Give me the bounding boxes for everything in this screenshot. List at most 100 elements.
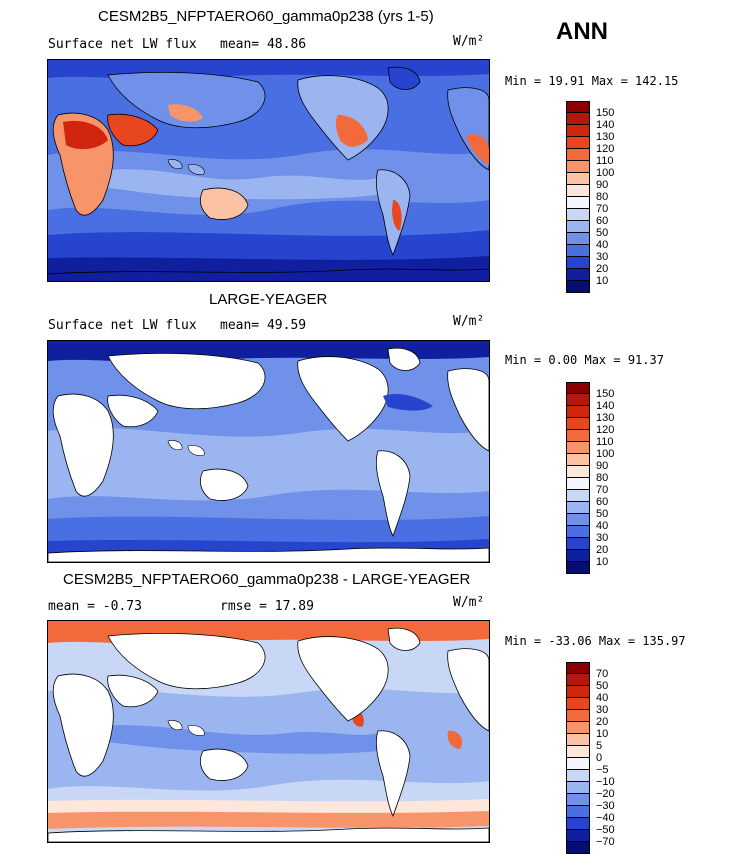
colorbar-swatch [566,746,590,758]
colorbar-swatch [566,442,590,454]
colorbar-swatch [566,490,590,502]
colorbar-swatch [566,113,590,125]
colorbar-tick-label: 110 [596,155,614,167]
colorbar-swatch [566,734,590,746]
panel2-title: LARGE-YEAGER [209,291,328,308]
colorbar-tick-label: −20 [596,788,615,800]
colorbar-swatch [566,161,590,173]
colorbar-swatch [566,830,590,842]
colorbar-swatch [566,269,590,281]
colorbar-swatch [566,185,590,197]
colorbar-swatch [566,722,590,734]
colorbar-swatch [566,550,590,562]
colorbar-tick-label: 50 [596,227,609,239]
colorbar-swatch [566,770,590,782]
colorbar-tick-label: −40 [596,812,615,824]
colorbar-tick-label: 10 [596,275,609,287]
panel2-minmax: Min = 0.00 Max = 91.37 [505,353,664,367]
colorbar-tick-label: 40 [596,692,609,704]
panel2-variable-label: Surface net LW flux [48,318,197,333]
panel3-mean-text: mean = [48,599,103,614]
colorbar-swatch [566,406,590,418]
colorbar-swatch [566,209,590,221]
panel1-mean-label: mean= 48.86 [220,37,306,52]
panel1-mean-value: 48.86 [266,37,307,52]
panel3-title: CESM2B5_NFPTAERO60_gamma0p238 - LARGE-YE… [63,571,471,588]
colorbar-tick-label: 20 [596,544,609,556]
colorbar-swatch [566,698,590,710]
colorbar-swatch [566,662,590,674]
panel1-units: W/m² [453,34,485,49]
panel2-map [47,340,490,563]
colorbar-tick-label: 30 [596,251,609,263]
panel3-map-svg [48,621,489,842]
colorbar-tick-label: −5 [596,764,609,776]
colorbar-swatch [566,137,590,149]
colorbar-swatch [566,478,590,490]
colorbar-swatch [566,281,590,293]
colorbar-swatch [566,197,590,209]
season-label: ANN [556,18,608,45]
colorbar-tick-label: 150 [596,388,615,400]
colorbar-swatch [566,794,590,806]
colorbar-swatch [566,710,590,722]
colorbar-tick-label: 80 [596,191,609,203]
panel3-rmse-value: 17.89 [274,599,314,614]
colorbar-swatch [566,394,590,406]
colorbar-swatch [566,674,590,686]
colorbar-tick-label: −50 [596,824,615,836]
panel1-map [47,59,490,282]
colorbar-swatch [566,430,590,442]
panel3-mean-value: -0.73 [102,599,142,614]
colorbar-swatch [566,818,590,830]
panel1-colorbar [566,101,590,293]
colorbar-swatch [566,454,590,466]
colorbar-tick-label: 80 [596,472,609,484]
panel1-mean-text: mean= [220,37,260,52]
colorbar-tick-label: 0 [596,752,603,764]
colorbar-swatch [566,502,590,514]
colorbar-tick-label: 60 [596,215,609,227]
colorbar-swatch [566,758,590,770]
colorbar-tick-label: 130 [596,412,615,424]
colorbar-swatch [566,562,590,574]
colorbar-swatch [566,257,590,269]
panel1-title: CESM2B5_NFPTAERO60_gamma0p238 (yrs 1-5) [98,8,434,25]
colorbar-tick-label: 50 [596,680,609,692]
colorbar-swatch [566,526,590,538]
colorbar-swatch [566,806,590,818]
panel1-map-svg [48,60,489,281]
panel1-variable-label: Surface net LW flux [48,37,197,52]
colorbar-swatch [566,382,590,394]
colorbar-swatch [566,173,590,185]
colorbar-swatch [566,418,590,430]
panel3-rmse-text: rmse = [220,599,275,614]
panel2-mean-value: 49.59 [266,318,307,333]
panel3-mean: mean = -0.73 [48,599,142,614]
colorbar-tick-label: 20 [596,263,609,275]
colorbar-tick-label: −70 [596,836,615,848]
colorbar-tick-label: 110 [596,436,614,448]
colorbar-swatch [566,538,590,550]
colorbar-swatch [566,245,590,257]
colorbar-tick-label: 60 [596,496,609,508]
colorbar-tick-label: 50 [596,508,609,520]
colorbar-swatch [566,842,590,854]
colorbar-tick-label: 150 [596,107,615,119]
colorbar-tick-label: 70 [596,203,609,215]
colorbar-tick-label: 10 [596,556,609,568]
panel3-units: W/m² [453,595,485,610]
colorbar-tick-label: 130 [596,131,615,143]
colorbar-tick-label: 140 [596,400,615,412]
colorbar-swatch [566,125,590,137]
panel3-minmax: Min = -33.06 Max = 135.97 [505,634,686,648]
colorbar-tick-label: −30 [596,800,615,812]
colorbar-tick-label: 90 [596,179,609,191]
colorbar-tick-label: 30 [596,704,609,716]
colorbar-swatch [566,782,590,794]
colorbar-tick-label: 90 [596,460,609,472]
colorbar-tick-label: 120 [596,143,615,155]
panel3-colorbar [566,662,590,854]
colorbar-tick-label: 20 [596,716,609,728]
colorbar-swatch [566,514,590,526]
